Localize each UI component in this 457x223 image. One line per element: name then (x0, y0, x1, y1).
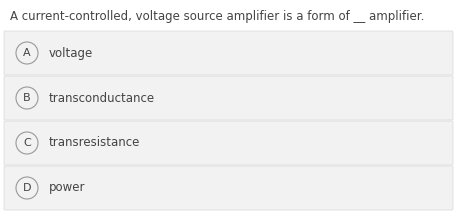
Text: transresistance: transresistance (49, 136, 140, 149)
Text: D: D (23, 183, 31, 193)
Text: A: A (23, 48, 31, 58)
Ellipse shape (16, 42, 38, 64)
Text: B: B (23, 93, 31, 103)
Ellipse shape (16, 87, 38, 109)
FancyBboxPatch shape (4, 76, 453, 120)
Ellipse shape (16, 177, 38, 199)
Text: voltage: voltage (49, 47, 93, 60)
FancyBboxPatch shape (4, 166, 453, 210)
Ellipse shape (16, 132, 38, 154)
FancyBboxPatch shape (4, 121, 453, 165)
FancyBboxPatch shape (4, 31, 453, 75)
Text: C: C (23, 138, 31, 148)
Text: A current-controlled, voltage source amplifier is a form of __ amplifier.: A current-controlled, voltage source amp… (10, 10, 425, 23)
Text: transconductance: transconductance (49, 91, 155, 105)
Text: power: power (49, 182, 85, 194)
